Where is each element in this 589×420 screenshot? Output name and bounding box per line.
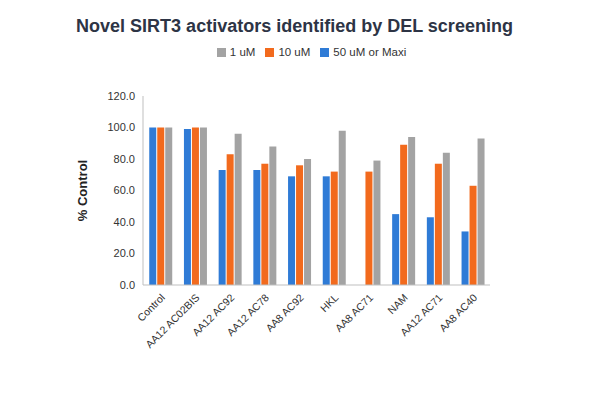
svg-text:NAM: NAM: [385, 291, 410, 316]
svg-text:AA8 AC40: AA8 AC40: [437, 291, 480, 334]
svg-text:0.0: 0.0: [120, 279, 135, 291]
html-text:10 uM: 10 uM: [278, 46, 311, 58]
svg-text:AA8 AC71: AA8 AC71: [332, 291, 375, 334]
svg-text:AA12 AC71: AA12 AC71: [398, 291, 445, 338]
svg-text:100.0: 100.0: [107, 121, 135, 133]
svg-text:AA12 AC92: AA12 AC92: [189, 291, 237, 339]
svg-text:AA12 AC02BIS: AA12 AC02BIS: [143, 291, 202, 350]
svg-text:40.0: 40.0: [114, 216, 135, 228]
html-text:1 uM: 1 uM: [229, 46, 256, 58]
html-text:Novel SIRT3 activators identif: Novel SIRT3 activators identified by DEL…: [76, 16, 513, 36]
svg-text:120.0: 120.0: [107, 90, 135, 102]
svg-text:20.0: 20.0: [114, 247, 135, 259]
svg-text:AA12 AC78: AA12 AC78: [224, 291, 271, 338]
svg-text:80.0: 80.0: [114, 153, 135, 165]
svg-text:HKL: HKL: [318, 291, 341, 314]
svg-text:Control: Control: [135, 291, 167, 323]
html-text:50 uM or Maxi: 50 uM or Maxi: [333, 46, 407, 58]
svg-text:60.0: 60.0: [114, 184, 135, 196]
svg-text:AA8 AC92: AA8 AC92: [263, 291, 306, 334]
svg-text:% Control: % Control: [75, 160, 90, 221]
